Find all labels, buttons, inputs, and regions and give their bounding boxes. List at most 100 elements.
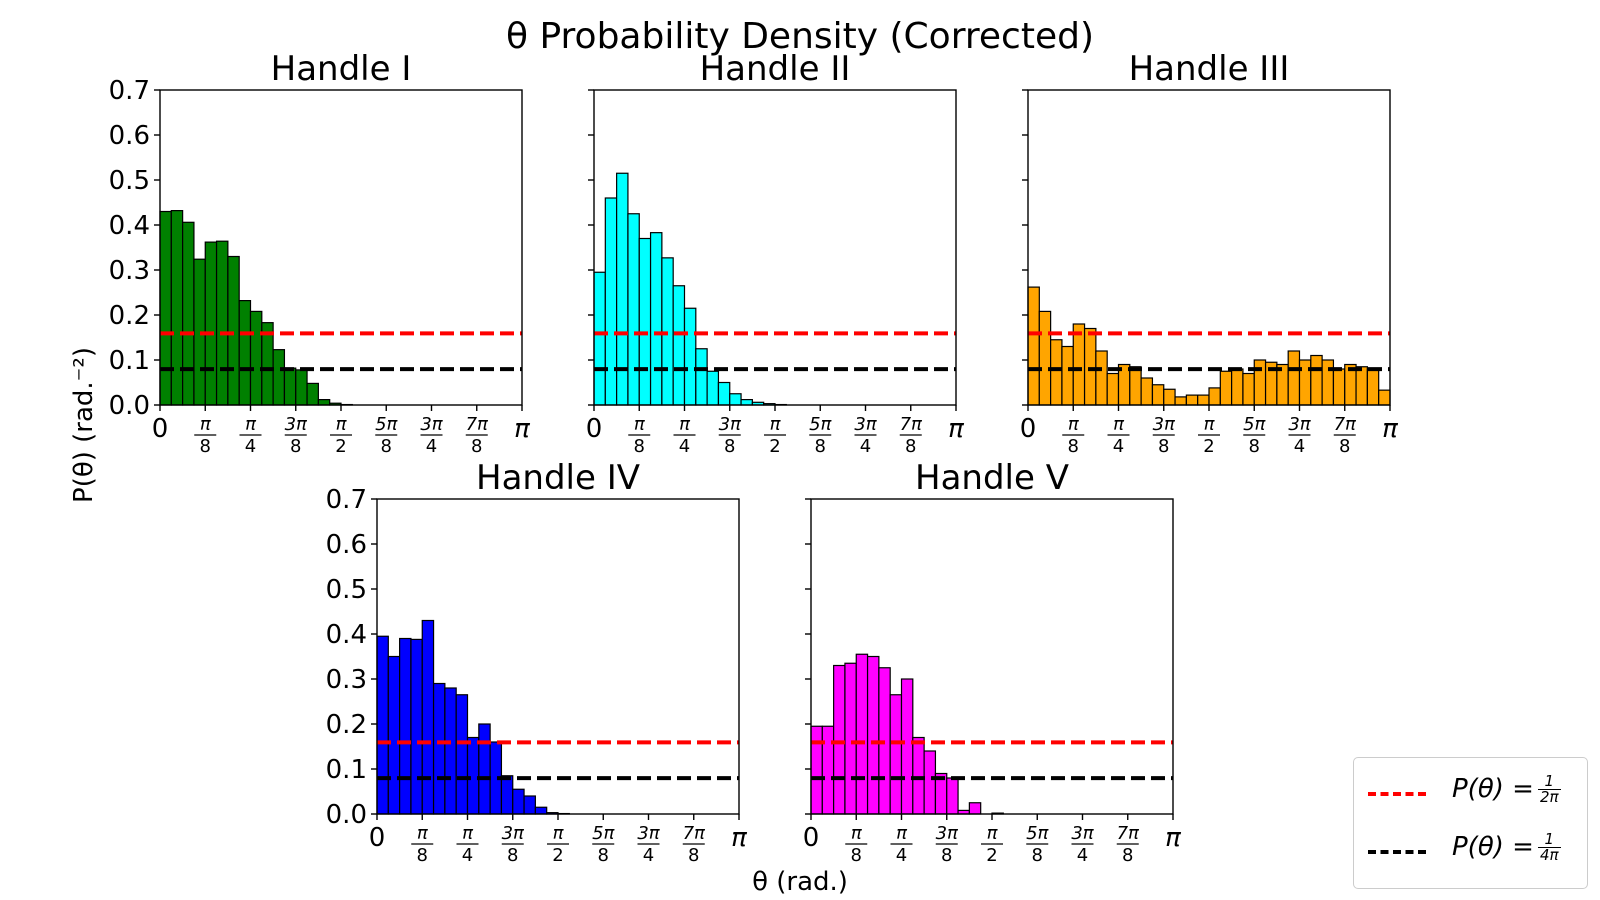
x-tick-label-denominator: 8 xyxy=(1122,845,1133,866)
x-tick-label-denominator: 8 xyxy=(598,845,609,866)
chart-panel-1: Handle I0.00.10.20.30.40.50.60.70 π8π43π8… xyxy=(109,49,531,457)
x-tick-label-denominator: 4 xyxy=(643,845,654,866)
x-tick-label-denominator: 2 xyxy=(335,436,346,457)
x-tick-label-numerator: π xyxy=(336,414,348,435)
x-tick-label-numerator: π xyxy=(462,823,474,844)
histogram-bar xyxy=(866,655,880,815)
histogram-bar xyxy=(182,221,195,406)
x-tick-label-denominator: 2 xyxy=(769,436,780,457)
x-tick-label: 0 xyxy=(152,414,169,444)
histogram-bar xyxy=(1310,354,1323,406)
histogram-bar xyxy=(1038,310,1052,406)
x-tick-label-numerator: 3π xyxy=(1288,414,1311,435)
legend-entry-red: P(θ) = 1 2π xyxy=(1368,770,1578,818)
figure-suptitle: θ Probability Density (Corrected) xyxy=(506,16,1094,57)
x-tick-label-denominator: 8 xyxy=(815,436,826,457)
histogram-bar xyxy=(810,725,823,815)
panel-title: Handle V xyxy=(915,458,1069,498)
legend-line-black xyxy=(1368,850,1426,854)
x-tick-label: π xyxy=(1165,823,1181,853)
histogram-bar xyxy=(604,197,618,406)
legend-line-red xyxy=(1368,792,1426,796)
x-tick-label: 0 xyxy=(369,823,386,853)
x-tick-label-denominator: 4 xyxy=(679,436,690,457)
legend-num: 1 xyxy=(1537,774,1561,790)
x-tick-label-numerator: π xyxy=(851,823,863,844)
histogram-bar xyxy=(272,349,286,406)
x-tick-label-numerator: 5π xyxy=(375,414,398,435)
x-tick-label-numerator: 5π xyxy=(1026,823,1049,844)
histogram-bar xyxy=(1163,388,1176,406)
x-tick-label-denominator: 4 xyxy=(860,436,871,457)
y-tick-label: 0.3 xyxy=(326,665,367,695)
histogram-bar xyxy=(1298,359,1312,406)
x-tick-label-denominator: 8 xyxy=(417,845,428,866)
histogram-bar xyxy=(317,399,331,406)
histogram-bar xyxy=(523,795,536,815)
x-tick-label-numerator: π xyxy=(417,823,429,844)
x-tick-label-denominator: 8 xyxy=(724,436,735,457)
histogram-bar xyxy=(695,348,708,406)
y-tick-label: 0.4 xyxy=(109,211,150,241)
legend-den: 2π xyxy=(1539,788,1559,806)
histogram-bar xyxy=(627,213,640,406)
panels: Handle I0.00.10.20.30.40.50.60.70 π8π43π8… xyxy=(109,49,1399,866)
y-tick-label: 0.1 xyxy=(326,755,367,785)
histogram-bar xyxy=(295,369,308,406)
legend-entry-black: P(θ) = 1 4π xyxy=(1368,828,1578,876)
x-tick-label-numerator: 3π xyxy=(420,414,443,435)
x-tick-label-numerator: 7π xyxy=(1117,823,1140,844)
histogram-bar xyxy=(376,635,389,815)
x-tick-label: π xyxy=(1382,414,1398,444)
x-tick-label-numerator: π xyxy=(200,414,212,435)
x-tick-label-numerator: 3π xyxy=(1071,823,1094,844)
y-tick-label: 0.2 xyxy=(109,301,150,331)
legend: P(θ) = 1 2π P(θ) = 1 4π xyxy=(1353,757,1588,889)
histogram-bar xyxy=(740,399,753,406)
x-tick-label-denominator: 4 xyxy=(896,845,907,866)
histogram-bar xyxy=(833,664,846,815)
histogram-bar xyxy=(444,687,457,815)
panel-title: Handle II xyxy=(700,49,851,89)
histogram-bar xyxy=(421,619,435,815)
histogram-bar xyxy=(1242,372,1255,406)
x-tick-label-denominator: 8 xyxy=(941,845,952,866)
legend-fraction: 1 2π xyxy=(1537,774,1561,806)
histogram-bar xyxy=(170,210,184,406)
histogram-bar xyxy=(1061,345,1074,406)
legend-prefix: P(θ) = xyxy=(1452,774,1534,804)
y-tick-label: 0.0 xyxy=(109,391,150,421)
x-tick-label: 0 xyxy=(803,823,820,853)
x-tick-label-denominator: 8 xyxy=(634,436,645,457)
x-tick-label-numerator: 7π xyxy=(900,414,923,435)
legend-den: 4π xyxy=(1539,846,1559,864)
histogram-bar xyxy=(729,393,742,406)
histogram-bar xyxy=(1287,350,1301,406)
y-tick-label: 0.5 xyxy=(109,166,150,196)
x-tick-label-denominator: 8 xyxy=(290,436,301,457)
x-tick-label-numerator: π xyxy=(1113,414,1125,435)
y-tick-label: 0.5 xyxy=(326,575,367,605)
histogram-bar xyxy=(1095,350,1108,406)
histogram-bar xyxy=(1197,394,1210,406)
x-tick-label-denominator: 8 xyxy=(200,436,211,457)
histogram-bar xyxy=(466,736,480,815)
histogram-bar xyxy=(593,271,606,406)
x-tick-label-denominator: 8 xyxy=(1158,436,1169,457)
histogram-bar xyxy=(238,300,252,406)
histogram-bar xyxy=(455,694,469,815)
y-tick-label: 0.7 xyxy=(109,76,150,106)
histogram-bar xyxy=(683,307,697,406)
y-tick-label: 0.2 xyxy=(326,710,367,740)
histogram-bar xyxy=(227,255,240,406)
y-tick-label: 0.6 xyxy=(109,121,150,151)
histogram-bar xyxy=(672,285,686,406)
x-tick-label-numerator: 3π xyxy=(719,414,742,435)
x-tick-label-numerator: π xyxy=(245,414,257,435)
histogram-bar xyxy=(1106,372,1120,406)
histogram-bar xyxy=(1129,366,1142,406)
x-tick-label-numerator: 7π xyxy=(1334,414,1357,435)
histogram-bar xyxy=(1332,368,1346,406)
histogram-bar xyxy=(1151,384,1165,406)
